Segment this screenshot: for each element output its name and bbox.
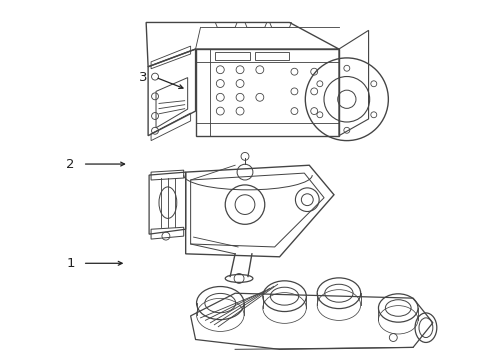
Text: 1: 1	[66, 257, 75, 270]
Text: 3: 3	[139, 71, 147, 84]
Text: 2: 2	[66, 158, 75, 171]
